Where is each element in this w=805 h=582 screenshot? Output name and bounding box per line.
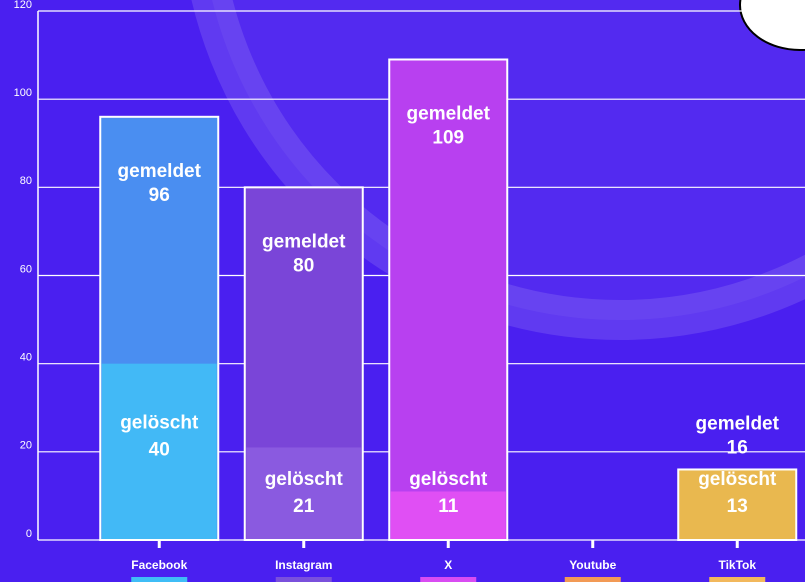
y-tick-label: 60: [20, 263, 32, 275]
y-tick-label: 0: [26, 528, 32, 540]
category-swatch: [565, 577, 621, 582]
bar: [246, 447, 361, 539]
y-tick-label: 80: [20, 175, 32, 187]
y-tick-label: 40: [20, 352, 32, 364]
data-label: 80: [293, 255, 314, 276]
data-label-name: gemeldet: [262, 231, 346, 252]
x-tick-label: X: [444, 558, 452, 572]
data-label-name: gemeldet: [696, 413, 780, 434]
y-tick-label: 100: [14, 87, 32, 99]
category-swatch: [420, 577, 476, 582]
y-tick-label: 120: [14, 0, 32, 11]
category-swatch: [709, 577, 765, 582]
data-label: 11: [438, 496, 459, 517]
data-label: 96: [149, 185, 170, 206]
data-label-name: gemeldet: [118, 161, 202, 182]
data-label: 21: [293, 496, 315, 517]
data-label-name: gelöscht: [265, 469, 344, 490]
data-label-name: gelöscht: [409, 469, 488, 490]
x-tick-label: Youtube: [569, 558, 616, 572]
y-tick-label: 20: [20, 440, 32, 452]
data-label-name: gelöscht: [698, 469, 777, 490]
chart: 0 20 40 60 80 100 120 Facebook gelöscht 40 gemelde…: [0, 0, 805, 582]
data-label: 13: [727, 496, 748, 517]
x-tick-label: Facebook: [131, 558, 187, 572]
x-tick-label: Instagram: [275, 558, 332, 572]
category-swatch: [276, 577, 332, 582]
x-tick-label: TikTok: [718, 558, 756, 572]
data-label: 40: [149, 440, 170, 461]
category-swatch: [131, 577, 187, 582]
data-label-name: gemeldet: [407, 104, 491, 125]
data-label: 16: [727, 437, 748, 458]
data-label-name: gelöscht: [120, 413, 199, 434]
data-label: 109: [432, 128, 464, 149]
